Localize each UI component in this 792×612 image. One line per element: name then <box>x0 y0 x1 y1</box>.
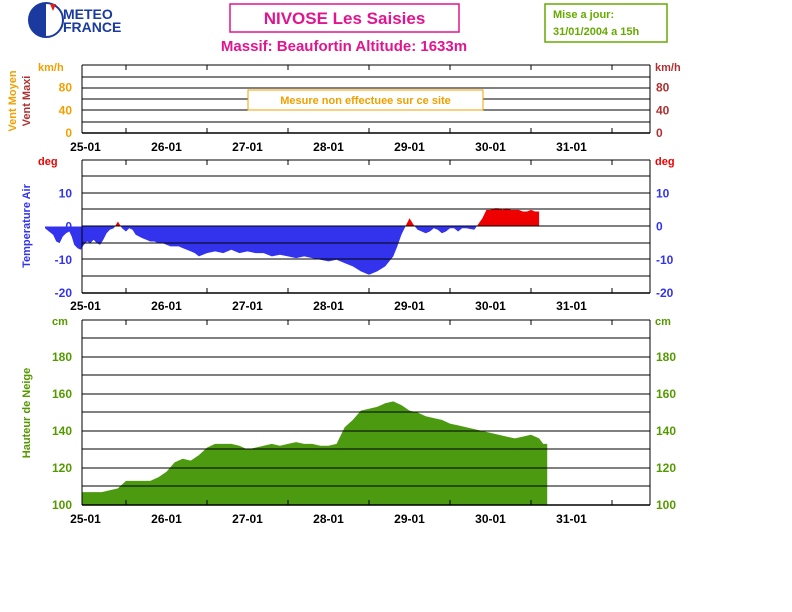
logo-half-disc <box>29 3 46 37</box>
snow-area <box>82 401 548 505</box>
wind-ytick-right: 40 <box>656 103 670 117</box>
wind-ytick-left: 40 <box>59 103 73 117</box>
temp-ytick-left: -20 <box>55 286 73 300</box>
snow-ylabel: Hauteur de Neige <box>21 368 33 458</box>
snow-grid <box>81 319 651 506</box>
temp-ylabel: Temperature Air <box>21 183 33 267</box>
snow-unit-left: cm <box>52 316 68 328</box>
wind-xtick-label: 29-01 <box>394 140 425 154</box>
snow-xticks: 25-01 26-01 27-01 28-01 29-01 30-01 31-01 <box>70 512 587 526</box>
wind-unit-right: km/h <box>655 62 681 74</box>
snow-ytick-left: 140 <box>52 424 72 438</box>
temp-positive-area <box>476 208 540 227</box>
temp-yticks: -20 -20 -10 -10 0 0 10 10 <box>55 186 674 300</box>
snow-xtick-label: 28-01 <box>313 512 344 526</box>
wind-ylabel-max: Vent Maxi <box>21 76 33 127</box>
snow-ytick-left: 160 <box>52 387 72 401</box>
temp-ytick-left: 0 <box>65 220 72 234</box>
snow-ytick-right: 120 <box>656 461 676 475</box>
update-label: Mise a jour: <box>553 9 614 21</box>
snow-ytick-right: 100 <box>656 498 676 512</box>
page-title: NIVOSE Les Saisies <box>264 9 426 28</box>
snow-panel: 100 100 120 120 140 140 160 160 180 180 25-01 26-0… <box>21 316 676 526</box>
snow-xtick-label: 31-01 <box>556 512 587 526</box>
temp-ytick-right: -20 <box>656 286 674 300</box>
temp-xtick-label: 26-01 <box>151 299 182 313</box>
page-subtitle: Massif: Beaufortin Altitude: 1633m <box>221 38 467 55</box>
temp-unit-left: deg <box>38 156 58 168</box>
snow-depth-area <box>82 401 548 505</box>
snow-xtick-label: 29-01 <box>394 512 425 526</box>
snow-unit-right: cm <box>655 316 671 328</box>
wind-annotation: Mesure non effectuee sur ce site <box>280 95 451 107</box>
snow-ytick-left: 120 <box>52 461 72 475</box>
wind-ytick-right: 0 <box>656 126 663 140</box>
temp-grid <box>81 159 651 294</box>
logo-line2: FRANCE <box>63 19 121 35</box>
temp-xtick-label: 28-01 <box>313 299 344 313</box>
wind-ylabel-mean: Vent Moyen <box>7 70 19 131</box>
wind-xtick-label: 27-01 <box>232 140 263 154</box>
snow-yticks: 100 100 120 120 140 140 160 160 180 180 <box>52 350 676 512</box>
update-value: 31/01/2004 a 15h <box>553 26 640 38</box>
temp-negative-area <box>414 226 477 234</box>
temp-xticks: 25-01 26-01 27-01 28-01 29-01 30-01 31-01 <box>70 299 587 313</box>
temp-xtick-label: 29-01 <box>394 299 425 313</box>
temp-xtick-label: 27-01 <box>232 299 263 313</box>
snow-xtick-label: 25-01 <box>70 512 101 526</box>
logo-triangle <box>50 4 56 11</box>
wind-xticks: 25-01 26-01 27-01 28-01 29-01 30-01 31-01 <box>70 140 587 154</box>
temp-xtick-label: 30-01 <box>475 299 506 313</box>
snow-ytick-left: 180 <box>52 350 72 364</box>
snow-xtick-label: 26-01 <box>151 512 182 526</box>
wind-xtick-label: 26-01 <box>151 140 182 154</box>
temp-ytick-right: 10 <box>656 186 670 200</box>
temp-unit-right: deg <box>655 156 675 168</box>
wind-grid <box>81 64 651 134</box>
snow-ytick-left: 100 <box>52 498 72 512</box>
wind-xtick-label: 31-01 <box>556 140 587 154</box>
update-box <box>544 3 668 43</box>
wind-ytick-left: 80 <box>59 81 73 95</box>
wind-ytick-right: 80 <box>656 81 670 95</box>
wind-xtick-label: 25-01 <box>70 140 101 154</box>
wind-unit-left: km/h <box>38 62 64 74</box>
wind-xtick-label: 28-01 <box>313 140 344 154</box>
temp-ytick-right: 0 <box>656 220 663 234</box>
temp-xtick-label: 31-01 <box>556 299 587 313</box>
temp-ytick-left: -10 <box>55 253 73 267</box>
snow-xtick-label: 30-01 <box>475 512 506 526</box>
title-box <box>229 3 460 33</box>
snow-xtick-label: 27-01 <box>232 512 263 526</box>
temp-ytick-right: -10 <box>656 253 674 267</box>
wind-xtick-label: 30-01 <box>475 140 506 154</box>
temp-area <box>45 208 540 275</box>
wind-yticks: 0 0 40 40 80 80 <box>59 81 670 140</box>
temp-positive-area <box>114 221 121 227</box>
snow-ytick-right: 140 <box>656 424 676 438</box>
temperature-panel: -20 -20-10 -100 010 10 25-01 26-01 27-01 28-01 2… <box>21 156 675 313</box>
temp-positive-area <box>405 218 415 227</box>
temp-negative-area <box>120 226 406 275</box>
wind-panel: 0 0 40 40 80 80 25-01 26-01 27-01 28-01 29-01 30-0… <box>7 62 681 154</box>
snow-ytick-right: 160 <box>656 387 676 401</box>
temp-ytick-left: 10 <box>59 186 73 200</box>
meteo-france-logo: METEO FRANCE <box>28 2 121 38</box>
logo-line1: METEO <box>63 6 113 22</box>
wind-annotation-box <box>247 89 484 111</box>
snow-ytick-right: 180 <box>656 350 676 364</box>
temp-xtick-label: 25-01 <box>70 299 101 313</box>
temp-negative-area <box>45 226 115 250</box>
wind-ytick-left: 0 <box>65 126 72 140</box>
